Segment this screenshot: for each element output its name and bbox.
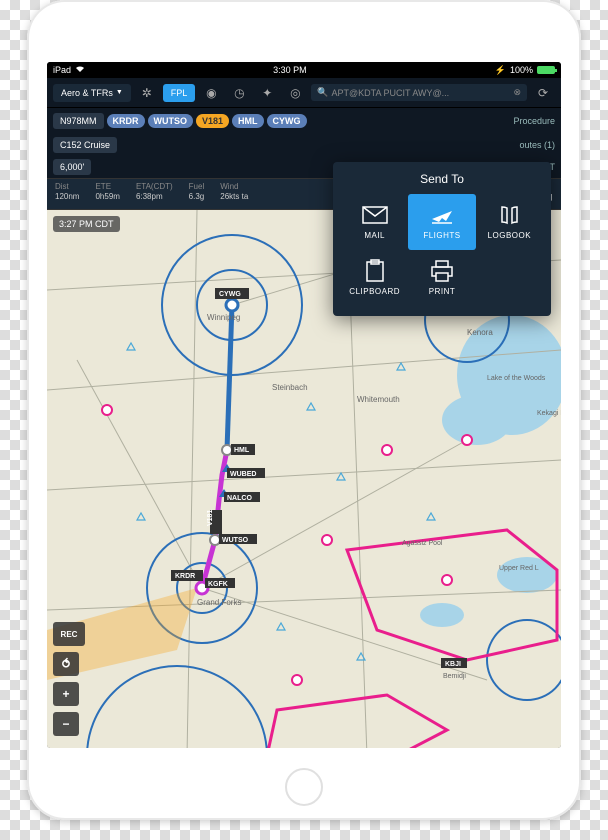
map-timestamp: 3:27 PM CDT bbox=[53, 216, 120, 232]
screen: iPad 3:30 PM ⚡ 100% Aero & TFRs ▼ ✲ FPL … bbox=[47, 62, 561, 748]
sendto-mail[interactable]: MAIL bbox=[341, 194, 408, 250]
svg-text:NALCO: NALCO bbox=[227, 495, 252, 502]
timer-icon[interactable]: ◉ bbox=[199, 82, 223, 104]
svg-text:Whitemouth: Whitemouth bbox=[357, 395, 400, 404]
settings-icon[interactable]: ✲ bbox=[135, 82, 159, 104]
search-icon: 🔍 bbox=[317, 87, 328, 98]
svg-text:KRDR: KRDR bbox=[175, 573, 195, 580]
zoom-in[interactable]: + bbox=[53, 682, 79, 706]
route-tool[interactable]: ⥀ bbox=[53, 652, 79, 676]
clipboard-icon bbox=[362, 260, 388, 282]
stat-eta: ETA(CDT)6:38pm bbox=[128, 179, 181, 209]
home-button[interactable] bbox=[285, 768, 323, 806]
svg-text:Kekagi L: Kekagi L bbox=[537, 410, 561, 417]
svg-text:Agassiz Pool: Agassiz Pool bbox=[402, 540, 443, 547]
charging-icon: ⚡ bbox=[495, 65, 506, 76]
clock: 3:30 PM bbox=[273, 65, 307, 75]
map-tools: REC ⥀ + − bbox=[53, 622, 85, 736]
sendto-clipboard[interactable]: CLIPBOARD bbox=[341, 250, 408, 306]
svg-text:Bemidji: Bemidji bbox=[443, 673, 466, 680]
svg-text:WUTSO: WUTSO bbox=[222, 537, 249, 544]
zoom-out[interactable]: − bbox=[53, 712, 79, 736]
mail-icon bbox=[362, 204, 388, 226]
sendto-title: Send To bbox=[333, 162, 551, 194]
waypoint-chip[interactable]: WUTSO bbox=[148, 114, 194, 128]
carrier-label: iPad bbox=[53, 65, 71, 75]
sendto-print[interactable]: PRINT bbox=[408, 250, 475, 306]
stat-ete: ETE0h59m bbox=[87, 179, 127, 209]
svg-text:HML: HML bbox=[234, 447, 250, 454]
svg-text:Winnipeg: Winnipeg bbox=[207, 313, 240, 322]
svg-text:WUBED: WUBED bbox=[230, 471, 256, 478]
stat-fuel: Fuel6.3g bbox=[181, 179, 213, 209]
battery-icon bbox=[537, 66, 555, 74]
svg-text:KGFK: KGFK bbox=[208, 581, 228, 588]
fpl-button[interactable]: FPL bbox=[163, 84, 196, 102]
logbook-icon bbox=[496, 204, 522, 226]
search-input[interactable]: 🔍 APT@KDTA PUCIT AWY@... ⊗ bbox=[311, 84, 527, 101]
svg-text:KBJI: KBJI bbox=[445, 661, 461, 668]
top-toolbar: Aero & TFRs ▼ ✲ FPL ◉ ◷ ✦ ◎ 🔍 APT@KDTA P… bbox=[47, 78, 561, 108]
sendto-flights[interactable]: FLIGHTS bbox=[408, 194, 475, 250]
print-icon bbox=[429, 260, 455, 282]
clock-icon[interactable]: ◷ bbox=[227, 82, 251, 104]
sendto-popover: Send To MAIL FLIGHTS LOGBOOK CLIPBOARD bbox=[333, 162, 551, 316]
svg-text:Steinbach: Steinbach bbox=[272, 383, 308, 392]
refresh-icon[interactable]: ⟳ bbox=[531, 82, 555, 104]
stat-wind: Wind26kts ta bbox=[212, 179, 256, 209]
wifi-icon bbox=[75, 65, 85, 75]
battery-pct: 100% bbox=[510, 65, 533, 75]
svg-text:V181: V181 bbox=[207, 510, 214, 526]
routes-label[interactable]: outes (1) bbox=[519, 140, 555, 150]
star-icon[interactable]: ✦ bbox=[255, 82, 279, 104]
altitude-value[interactable]: 6,000' bbox=[53, 159, 91, 175]
cruise-profile[interactable]: C152 Cruise bbox=[53, 137, 117, 153]
svg-text:Lake of the Woods: Lake of the Woods bbox=[487, 375, 546, 382]
procedure-button[interactable]: Procedure bbox=[513, 116, 555, 126]
svg-text:Kenora: Kenora bbox=[467, 328, 493, 337]
record-button[interactable]: REC bbox=[53, 622, 85, 646]
status-bar: iPad 3:30 PM ⚡ 100% bbox=[47, 62, 561, 78]
flights-icon bbox=[429, 204, 455, 226]
tail-number[interactable]: N978MM bbox=[53, 113, 104, 129]
waypoint-chip[interactable]: CYWG bbox=[267, 114, 307, 128]
cruise-row: C152 Cruise outes (1) bbox=[47, 134, 561, 156]
waypoint-chip[interactable]: HML bbox=[232, 114, 264, 128]
svg-text:CYWG: CYWG bbox=[219, 291, 241, 298]
stat-dist: Dist120nm bbox=[47, 179, 87, 209]
svg-text:Grand Forks: Grand Forks bbox=[197, 598, 241, 607]
waypoint-row: N978MM KRDR WUTSO V181 HML CYWG Procedur… bbox=[47, 108, 561, 134]
ipad-frame: iPad 3:30 PM ⚡ 100% Aero & TFRs ▼ ✲ FPL … bbox=[27, 0, 581, 820]
sendto-logbook[interactable]: LOGBOOK bbox=[476, 194, 543, 250]
waypoint-chip[interactable]: V181 bbox=[196, 114, 229, 128]
target-icon[interactable]: ◎ bbox=[283, 82, 307, 104]
svg-text:Upper Red L: Upper Red L bbox=[499, 565, 539, 572]
clear-icon[interactable]: ⊗ bbox=[513, 87, 521, 98]
waypoint-chip[interactable]: KRDR bbox=[107, 114, 145, 128]
aero-tfrs-dropdown[interactable]: Aero & TFRs ▼ bbox=[53, 84, 131, 102]
